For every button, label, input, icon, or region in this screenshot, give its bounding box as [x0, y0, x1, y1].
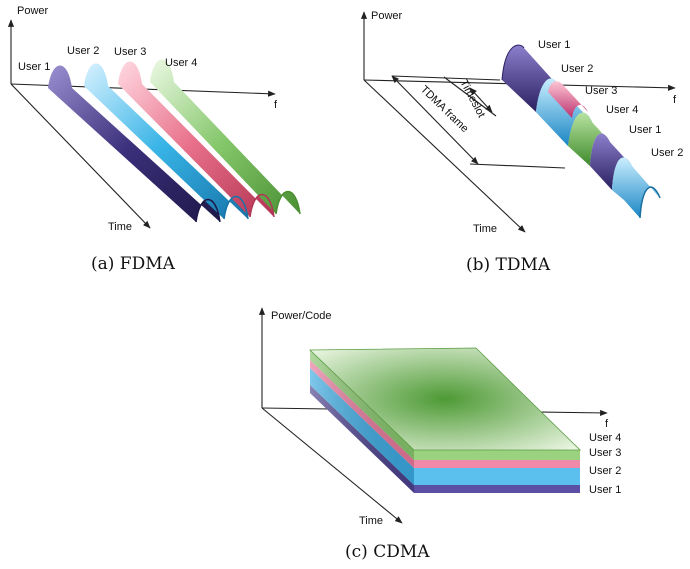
fdma-time-label: Time: [108, 221, 132, 233]
tdma-slot-user1: [502, 45, 560, 113]
tdma-timeslot-label: Timeslot: [457, 78, 487, 120]
fdma-user4-label: User 4: [165, 57, 197, 69]
fdma-user4-channel: [150, 59, 300, 214]
tdma-user2-label: User 2: [561, 63, 593, 75]
tdma-user1b-label: User 1: [629, 124, 661, 136]
tdma-slot-user2b: [536, 78, 592, 146]
cdma-layer-user1: [414, 485, 580, 493]
tdma-band-endcap: [639, 186, 661, 219]
fdma-user1-endcap: [195, 199, 221, 223]
fdma-user3-label: User 3: [114, 46, 146, 58]
fdma-user1-channel: [48, 65, 220, 222]
fdma-user4-endcap: [275, 191, 301, 215]
tdma-frame-arrow: [391, 75, 479, 165]
tdma-user3-label: User 3: [585, 85, 617, 97]
fdma-user2-channel: [84, 63, 248, 219]
cdma-code-label: Power/Code: [271, 310, 332, 322]
tdma-panel: Power f Time Timeslot TDMA frame User 1 …: [360, 10, 683, 275]
cdma-layer-user4: [414, 450, 580, 460]
fdma-panel: Power f Time User 1 User 2 User 3 User 4…: [7, 5, 301, 274]
tdma-user4-label: User 4: [606, 104, 638, 116]
tdma-band-startcap: [501, 44, 525, 81]
cdma-user4-label: User 4: [589, 432, 621, 444]
tdma-slot-user2c: [612, 157, 660, 218]
tdma-user1-label: User 1: [538, 39, 570, 51]
tdma-time-label: Time: [473, 223, 497, 235]
fdma-user2-label: User 2: [67, 45, 99, 57]
fdma-caption: (a) FDMA: [91, 254, 176, 274]
tdma-power-label: Power: [371, 10, 403, 22]
fdma-f-label: f: [274, 99, 278, 111]
cdma-f-label: f: [605, 418, 609, 430]
tdma-slot-user3: [548, 81, 588, 118]
tdma-timeslot-arrow: [469, 87, 493, 113]
cdma-user2-label: User 2: [589, 465, 621, 477]
fdma-user3-channel: [118, 61, 274, 217]
cdma-time-axis: [261, 407, 403, 524]
tdma-slot-user1b: [590, 133, 632, 190]
fdma-user2-endcap: [223, 196, 249, 220]
cdma-time-label: Time: [359, 515, 383, 527]
fdma-user1-label: User 1: [18, 61, 50, 73]
tdma-f-label: f: [673, 94, 677, 106]
tdma-caption: (b) TDMA: [466, 255, 551, 275]
tdma-guide-bottom: [469, 163, 566, 169]
cdma-user3-label: User 3: [589, 447, 621, 459]
tdma-slot-user4: [568, 112, 610, 166]
tdma-user2b-label: User 2: [651, 147, 683, 159]
cdma-user1-label: User 1: [589, 484, 621, 496]
cdma-panel: Power/Code f Time User 4 User 3 User 2 U…: [258, 307, 621, 562]
cdma-layer-user2: [414, 468, 580, 485]
fdma-power-label: Power: [17, 5, 49, 17]
fdma-time-axis: [10, 83, 151, 229]
fdma-user3-endcap: [249, 194, 275, 218]
cdma-layer-user3: [414, 460, 580, 468]
cdma-caption: (c) CDMA: [345, 542, 430, 562]
cdma-side-shade: [310, 350, 414, 493]
cdma-top-surface: [309, 347, 581, 451]
